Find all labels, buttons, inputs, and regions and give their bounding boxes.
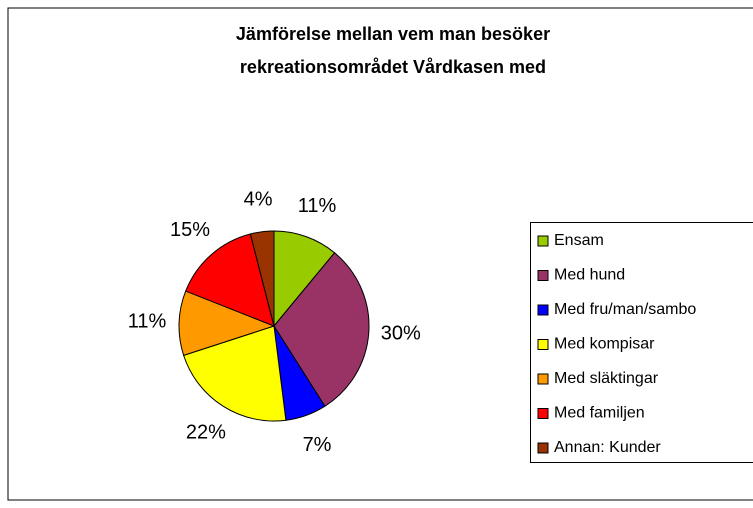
legend-swatch	[537, 373, 549, 385]
legend-label: Annan: Kunder	[554, 439, 661, 456]
legend-swatch	[537, 408, 549, 419]
pie-slice	[273, 252, 370, 407]
legend-box	[530, 222, 753, 463]
legend-label: Med kompisar	[554, 336, 655, 353]
legend-swatch	[537, 270, 549, 281]
legend-label: Med släktingar	[554, 370, 659, 387]
data-label: 7%	[303, 434, 332, 456]
legend-label: Med fru/man/sambo	[554, 301, 696, 318]
legend-label: Ensam	[554, 232, 604, 249]
pie-slice	[183, 325, 287, 422]
legend-label: Med familjen	[554, 405, 645, 422]
data-label: 11%	[298, 195, 337, 217]
legend-swatch	[537, 235, 549, 247]
pie-slice	[273, 230, 336, 328]
legend-swatch	[537, 339, 549, 350]
legend-swatch	[537, 442, 549, 454]
chart-title: Jämförelse mellan vem man besöker	[236, 24, 550, 44]
legend-label: Med hund	[554, 267, 625, 284]
chart-title: rekreationsområdet Vårdkasen med	[240, 57, 546, 77]
legend-swatch	[537, 304, 549, 316]
data-label: 22%	[186, 422, 226, 444]
pie-slice	[178, 290, 276, 356]
pie-slice	[185, 233, 275, 327]
data-label: 30%	[381, 322, 421, 344]
pie-slice	[249, 230, 275, 327]
data-label: 15%	[170, 219, 210, 241]
data-label: 4%	[244, 188, 273, 210]
data-label: 11%	[128, 310, 167, 332]
